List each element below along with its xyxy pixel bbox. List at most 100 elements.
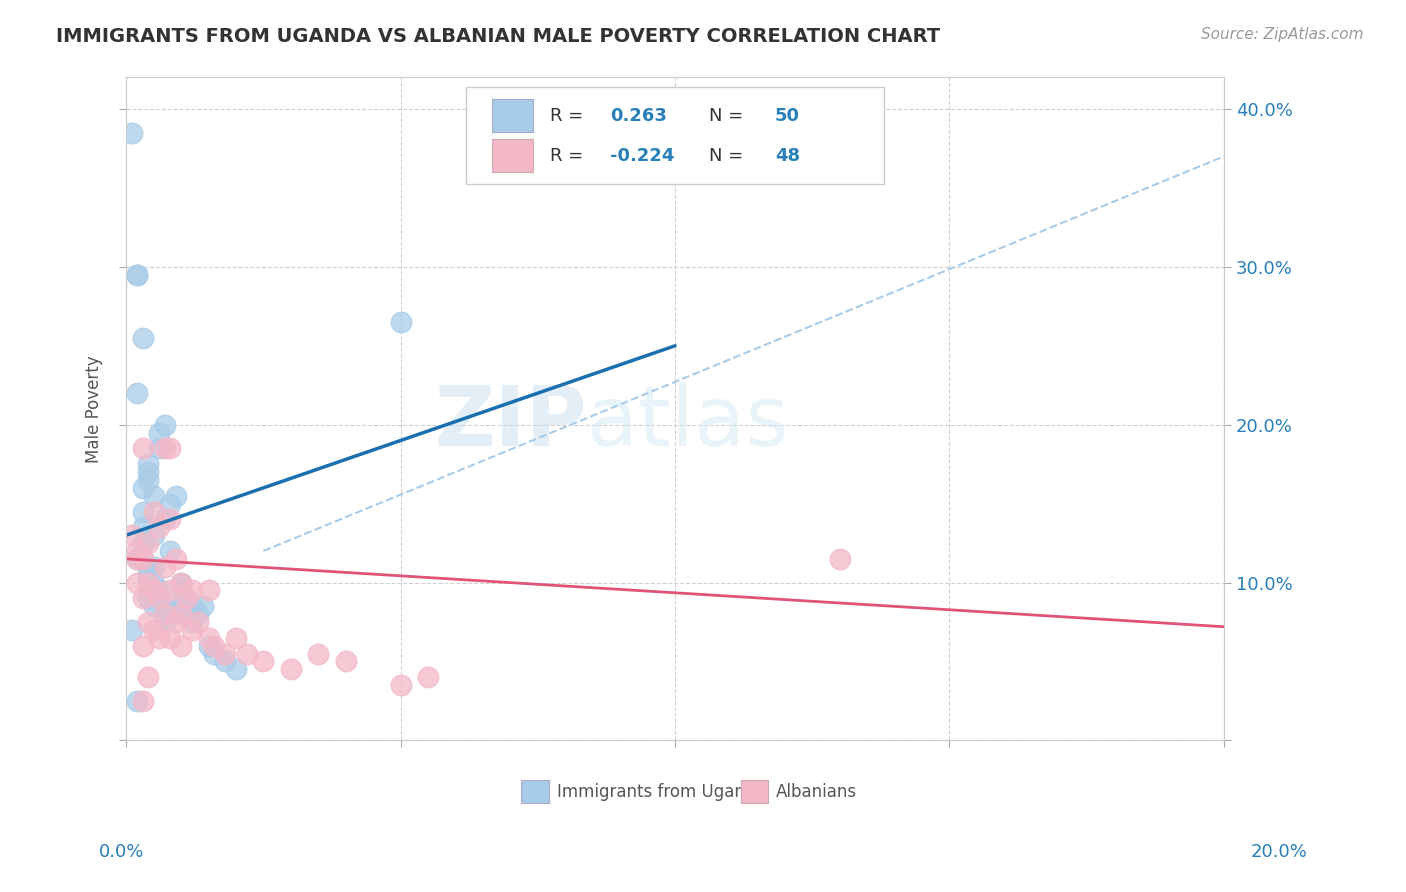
Point — [121, 528, 143, 542]
Point — [131, 552, 153, 566]
Point — [165, 615, 187, 629]
Point — [170, 575, 193, 590]
Point — [197, 639, 219, 653]
Y-axis label: Male Poverty: Male Poverty — [86, 355, 103, 463]
Point — [170, 607, 193, 621]
Point — [148, 591, 170, 606]
Point — [176, 599, 198, 614]
Point — [142, 583, 165, 598]
Text: 0.263: 0.263 — [610, 107, 668, 125]
Point — [121, 623, 143, 637]
Point — [159, 583, 181, 598]
Point — [176, 591, 198, 606]
Point — [153, 607, 176, 621]
Text: N =: N = — [709, 146, 749, 165]
Point — [131, 504, 153, 518]
Point — [136, 536, 159, 550]
Point — [148, 520, 170, 534]
Point — [148, 631, 170, 645]
Text: Immigrants from Uganda: Immigrants from Uganda — [557, 783, 765, 801]
Bar — [492, 99, 533, 133]
Point — [121, 126, 143, 140]
Point — [148, 425, 170, 440]
Point — [148, 583, 170, 598]
Point — [828, 552, 851, 566]
Point — [202, 639, 225, 653]
Point — [153, 615, 176, 629]
Point — [131, 331, 153, 345]
Point — [142, 489, 165, 503]
Point — [153, 512, 176, 526]
Point — [131, 591, 153, 606]
Point — [159, 607, 181, 621]
Point — [127, 268, 149, 282]
Point — [202, 647, 225, 661]
Point — [214, 647, 236, 661]
Text: 50: 50 — [775, 107, 800, 125]
Text: 20.0%: 20.0% — [1251, 843, 1308, 861]
Point — [181, 583, 204, 598]
Point — [159, 497, 181, 511]
Point — [127, 552, 149, 566]
Point — [416, 670, 439, 684]
Point — [165, 489, 187, 503]
Point — [142, 583, 165, 598]
Point — [136, 465, 159, 479]
Point — [187, 607, 209, 621]
Point — [136, 670, 159, 684]
Point — [136, 473, 159, 487]
Point — [127, 694, 149, 708]
Point — [153, 599, 176, 614]
Point — [225, 662, 247, 676]
Point — [131, 552, 153, 566]
Text: R =: R = — [550, 146, 589, 165]
Point — [191, 599, 214, 614]
Text: 48: 48 — [775, 146, 800, 165]
Point — [136, 457, 159, 471]
Point — [197, 631, 219, 645]
Text: Source: ZipAtlas.com: Source: ZipAtlas.com — [1201, 27, 1364, 42]
Point — [335, 655, 357, 669]
Text: R =: R = — [550, 107, 589, 125]
Point — [159, 442, 181, 456]
Point — [181, 615, 204, 629]
Point — [127, 552, 149, 566]
Point — [131, 481, 153, 495]
Point — [131, 520, 153, 534]
Point — [280, 662, 302, 676]
Point — [159, 544, 181, 558]
Point — [136, 591, 159, 606]
Point — [131, 442, 153, 456]
Point — [148, 442, 170, 456]
Bar — [492, 139, 533, 172]
Point — [252, 655, 274, 669]
Point — [165, 552, 187, 566]
Point — [389, 678, 412, 692]
Point — [136, 559, 159, 574]
Point — [214, 655, 236, 669]
Point — [307, 647, 329, 661]
Point — [159, 631, 181, 645]
Point — [197, 583, 219, 598]
Point — [142, 528, 165, 542]
Point — [181, 599, 204, 614]
Point — [142, 559, 165, 574]
Point — [153, 417, 176, 432]
Point — [127, 575, 149, 590]
Point — [131, 536, 153, 550]
Point — [225, 631, 247, 645]
Text: 0.0%: 0.0% — [98, 843, 143, 861]
Point — [181, 623, 204, 637]
Point — [187, 615, 209, 629]
Point — [142, 575, 165, 590]
Point — [131, 639, 153, 653]
Point — [148, 591, 170, 606]
Text: IMMIGRANTS FROM UGANDA VS ALBANIAN MALE POVERTY CORRELATION CHART: IMMIGRANTS FROM UGANDA VS ALBANIAN MALE … — [56, 27, 941, 45]
Point — [170, 599, 193, 614]
Point — [170, 583, 193, 598]
Point — [136, 567, 159, 582]
Point — [136, 575, 159, 590]
Text: ZIP: ZIP — [434, 382, 588, 463]
Bar — [522, 780, 548, 804]
Point — [127, 386, 149, 401]
